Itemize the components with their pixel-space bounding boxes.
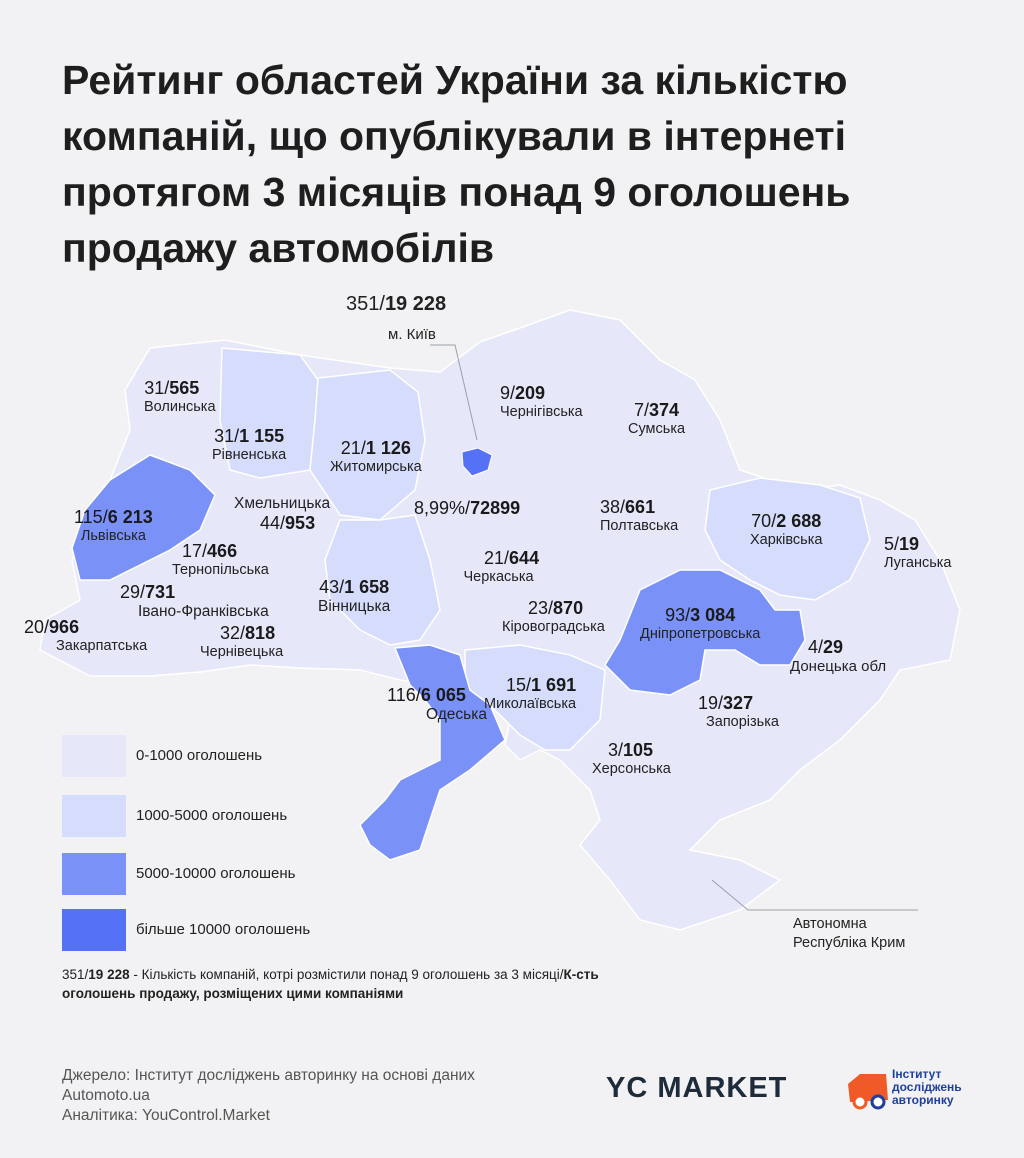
region-label-odeska: 116/6 065 Одеська — [387, 685, 487, 723]
legend-item: 5000-10000 оголошень — [62, 853, 382, 895]
region-label-ternopilska: 17/466 Тернопільська — [172, 541, 269, 578]
legend-note: 351/19 228 - Кількість компаній, котрі р… — [62, 967, 599, 1001]
region-label-cherkaska: 21/644 Черкаська — [463, 548, 540, 585]
region-kyiv-city — [461, 447, 493, 477]
region-label-zakarpatska: 20/966 Закарпатська — [24, 617, 148, 654]
region-zhytomyrska — [309, 369, 426, 521]
source-text: Джерело: Інститут досліджень авторинку н… — [62, 1067, 475, 1124]
region-label-luhanska: 5/19 Луганська — [884, 534, 952, 571]
legend-swatch — [62, 853, 126, 895]
region-label-khmelnytska: Хмельницька 44/953 — [234, 495, 331, 533]
region-odeska — [359, 644, 506, 861]
crimea-name: Автономна Республіка Крим — [793, 916, 906, 951]
region-label-dnipropetrovska: 93/3 084 Дніпропетровська — [640, 605, 761, 642]
region-label-vinnytska: 43/1 658 Вінницька — [318, 577, 391, 615]
legend-swatch — [62, 909, 126, 951]
legend-label: 1000-5000 оголошень — [136, 807, 288, 824]
region-label-chernihivska: 9/209 Чернігівська — [500, 383, 583, 420]
legend-swatch — [62, 795, 126, 837]
kyiv-leader-line — [430, 344, 478, 441]
region-label-mykolaivska: 15/1 691 Миколаївська — [484, 675, 577, 712]
region-label-lvivska: 115/6 213 Львівська — [74, 507, 153, 544]
region-label-khersonska: 3/105 Херсонська — [592, 740, 671, 777]
yc-market-logo: YC MARKET — [606, 1072, 788, 1104]
legend-label: 0-1000 оголошень — [136, 747, 263, 764]
region-label-zaporizka: 19/327 Запорізька — [698, 693, 779, 730]
institute-car-icon — [848, 1074, 888, 1110]
legend-item: більше 10000 оголошень — [62, 909, 382, 951]
kyiv-name: м. Київ — [388, 326, 436, 343]
legend-item: 0-1000 оголошень — [62, 735, 382, 777]
region-label-rivnenska: 31/1 155 Рівненська — [212, 426, 287, 463]
institute-name: Інститут досліджень авторинку — [892, 1067, 962, 1107]
ukraine-map — [39, 309, 961, 931]
kyiv-value: 351/19 228 — [346, 293, 447, 315]
legend-label: 5000-10000 оголошень — [136, 865, 296, 882]
region-label-ivano-frankivska: 29/731 Івано-Франківська — [120, 582, 269, 620]
region-label-zhytomyrska: 21/1 126 Житомирська — [330, 438, 422, 475]
legend-swatch — [62, 735, 126, 777]
page-title: Рейтинг областей України за кількістю ко… — [62, 57, 851, 271]
institute-logo: Інститут досліджень авторинку — [846, 1066, 986, 1112]
region-label-sumska: 7/374 Сумська — [628, 400, 686, 437]
region-lvivska — [71, 454, 216, 581]
region-label-volynska: 31/565 Волинська — [144, 378, 216, 415]
region-vinnytska — [324, 514, 441, 646]
region-label-chernivetska: 32/818 Чернівецька — [200, 623, 284, 660]
legend-item: 1000-5000 оголошень — [62, 795, 382, 837]
region-dnipropetrovska — [604, 569, 806, 696]
region-label-kirovohradska: 23/870 Кіровоградська — [502, 598, 605, 635]
legend-label: більше 10000 оголошень — [136, 921, 311, 938]
ukraine-total-label: 8,99%/72899 — [414, 498, 521, 518]
crimea-leader-line — [711, 879, 918, 911]
region-label-donetska: 4/29 Донецька обл — [790, 637, 887, 675]
region-label-kharkivska: 70/2 688 Харківська — [750, 511, 823, 548]
region-kharkivska — [704, 477, 871, 601]
region-label-poltavska: 38/661 Полтавська — [600, 497, 679, 534]
